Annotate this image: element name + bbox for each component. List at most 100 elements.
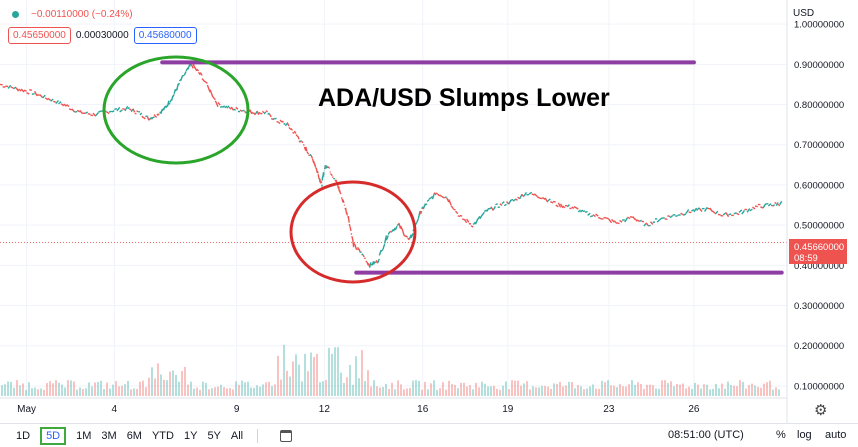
price-segment <box>108 110 112 113</box>
gear-icon[interactable]: ⚙ <box>814 402 828 419</box>
volume-bar <box>400 384 402 396</box>
price-segment <box>392 227 396 232</box>
sell-price-button[interactable]: 0.45650000 <box>8 27 71 44</box>
price-segment <box>685 209 690 214</box>
price-segment <box>148 118 151 121</box>
volume-bar <box>607 380 609 396</box>
volume-bar <box>169 371 171 396</box>
price-segment <box>760 206 764 209</box>
timeframe-5y[interactable]: 5Y <box>207 429 221 442</box>
utc-clock[interactable]: 08:51:00 (UTC) <box>668 429 744 441</box>
volume-bar <box>406 388 408 396</box>
price-segment <box>76 109 81 113</box>
volume-bar <box>703 384 705 396</box>
volume-bar <box>187 384 189 396</box>
symbol-header: −0.00110000 (−0.24%) <box>8 6 133 22</box>
timeframe-6m[interactable]: 6M <box>126 429 142 442</box>
volume-bar <box>526 381 528 396</box>
volume-bar <box>85 388 87 396</box>
x-tick-label: 4 <box>112 404 118 415</box>
volume-bar <box>64 387 66 396</box>
buy-price-button[interactable]: 0.45680000 <box>133 27 197 44</box>
price-segment <box>590 215 594 218</box>
volume-bar <box>643 388 645 396</box>
current-price-tag <box>789 239 847 264</box>
price-segment <box>23 89 27 92</box>
price-segment <box>20 88 25 93</box>
price-segment <box>348 223 351 227</box>
volume-bar <box>514 380 516 396</box>
volume-bar <box>655 388 657 396</box>
percent-scale-button[interactable]: % <box>776 429 786 441</box>
volume-bar <box>181 370 183 396</box>
price-segment <box>431 193 435 200</box>
volume-bar <box>103 389 105 396</box>
log-scale-button[interactable]: log <box>797 429 812 441</box>
price-segment <box>366 261 369 266</box>
price-segment <box>95 112 99 117</box>
price-segment <box>703 206 708 212</box>
price-segment <box>407 237 410 241</box>
timeframe-3m[interactable]: 3M <box>101 429 117 442</box>
price-segment <box>176 83 179 91</box>
volume-bar <box>442 382 444 396</box>
volume-bar <box>355 356 357 396</box>
volume-bar <box>772 389 774 396</box>
volume-bar <box>253 387 255 396</box>
volume-bar <box>619 384 621 396</box>
timeframe-5d[interactable]: 5D <box>40 426 67 445</box>
time-axis[interactable]: May 4 9 12 16 19 23 26 <box>17 404 700 415</box>
price-segment <box>389 230 393 233</box>
volume-bar <box>637 382 639 396</box>
price-segment <box>283 122 286 126</box>
price-segment <box>688 211 692 214</box>
volume-bar <box>28 382 30 396</box>
timeframe-ytd[interactable]: YTD <box>151 429 174 442</box>
timeframe-1m[interactable]: 1M <box>76 429 92 442</box>
volume-bar <box>151 367 153 396</box>
price-segment <box>127 106 130 110</box>
price-segment <box>658 217 663 221</box>
price-segment <box>44 97 49 101</box>
volume-bar <box>37 389 39 396</box>
volume-bar <box>757 386 759 396</box>
price-segment <box>228 106 232 110</box>
timeframe-1d[interactable]: 1D <box>16 429 31 442</box>
price-segment <box>401 229 405 236</box>
price-axis[interactable]: 1.00000000 0.90000000 0.80000000 0.70000000… <box>794 20 844 393</box>
price-segment <box>531 193 535 196</box>
price-segment <box>541 196 546 200</box>
price-segment <box>415 218 419 224</box>
volume-bar <box>472 389 474 396</box>
volume-bar <box>427 389 429 396</box>
calendar-icon[interactable] <box>280 429 293 442</box>
volume-bar <box>124 384 126 396</box>
price-segment <box>249 109 253 115</box>
y-tick-label: 0.80000000 <box>794 100 844 111</box>
auto-scale-button[interactable]: auto <box>825 429 847 441</box>
timeframe-all[interactable]: All <box>230 429 244 442</box>
volume-bar <box>256 385 258 396</box>
price-segment <box>79 109 83 115</box>
volume-bar <box>421 389 423 396</box>
volume-bar <box>412 380 414 396</box>
volume-bar <box>76 389 78 396</box>
price-segment <box>383 235 388 244</box>
price-change: −0.00110000 (−0.24%) <box>31 8 133 20</box>
price-segment <box>293 130 297 134</box>
volume-bar <box>538 387 540 396</box>
volume-bar <box>145 387 147 396</box>
volume-bar <box>748 385 750 396</box>
price-segment <box>39 94 44 99</box>
y-tick-label: 0.90000000 <box>794 60 844 71</box>
price-segment <box>698 207 703 212</box>
price-segment <box>352 239 355 248</box>
price-segment <box>437 193 441 197</box>
price-segment <box>146 115 150 121</box>
price-segment <box>349 226 352 232</box>
volume-bar <box>760 387 762 396</box>
timeframe-1y[interactable]: 1Y <box>183 429 198 442</box>
volume-bar <box>682 383 684 396</box>
price-segment <box>419 210 422 215</box>
